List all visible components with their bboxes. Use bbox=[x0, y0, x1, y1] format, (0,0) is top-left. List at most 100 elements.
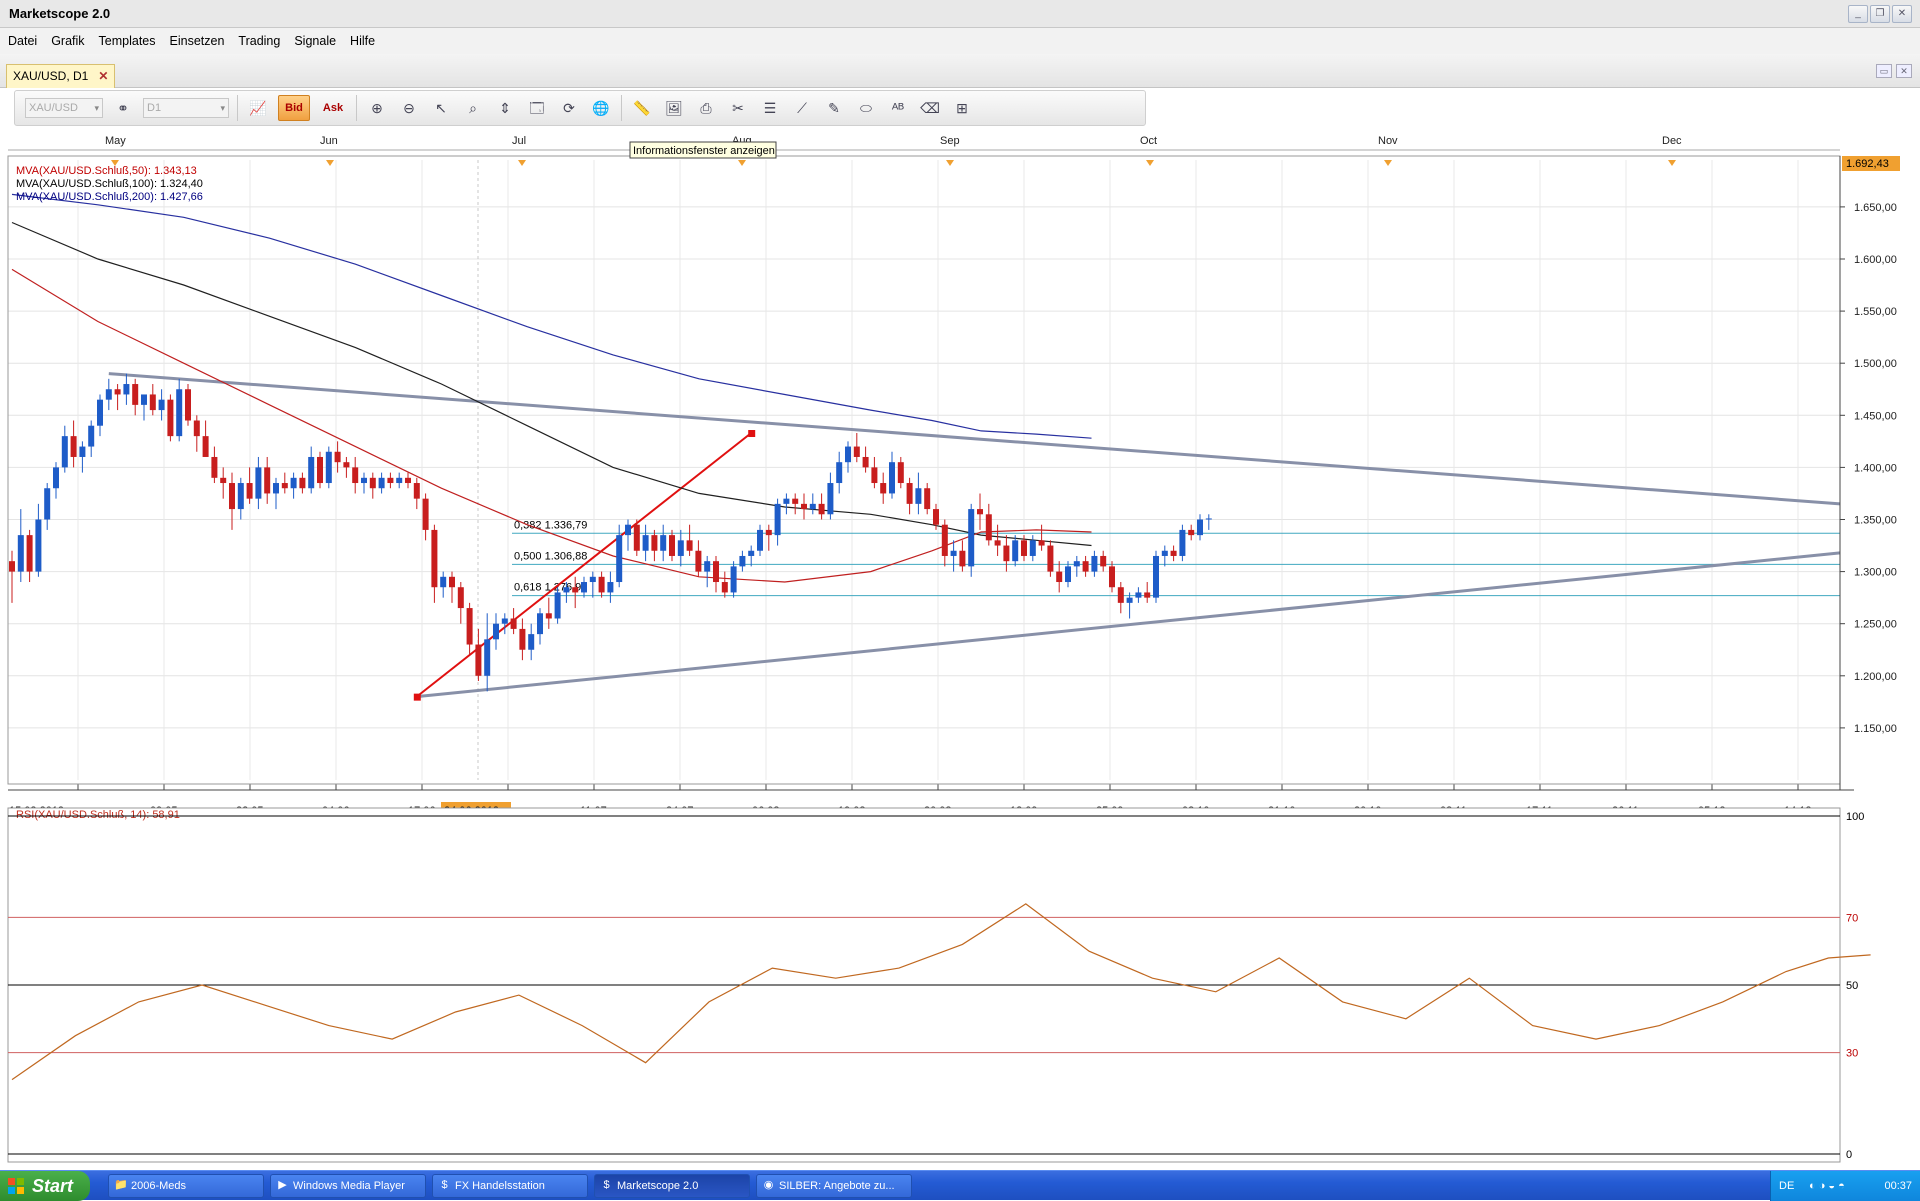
candle-body bbox=[818, 503, 825, 515]
candle-body bbox=[1003, 545, 1010, 562]
candle-body bbox=[97, 399, 103, 426]
fibonacci-swing-line[interactable] bbox=[416, 432, 752, 698]
cursor-icon[interactable]: ↖ bbox=[435, 100, 447, 116]
task-marketscope[interactable]: $ Marketscope 2.0 bbox=[594, 1174, 750, 1198]
ellipse-icon[interactable]: ⬭ bbox=[860, 100, 872, 116]
candle-body bbox=[994, 540, 1001, 546]
magnifier-icon[interactable]: ⌕ bbox=[469, 100, 477, 116]
candle-body bbox=[396, 477, 403, 484]
ask-button[interactable]: Ask bbox=[322, 102, 344, 114]
globe-icon[interactable]: 🌐 bbox=[592, 100, 610, 116]
candle-body bbox=[1205, 518, 1212, 520]
candle-body bbox=[783, 498, 790, 504]
system-tray: DE ◐ ◑ ◒ ◓ 00:37 bbox=[1770, 1171, 1920, 1201]
task-meds[interactable]: 📁 2006-Meds bbox=[108, 1174, 264, 1198]
candle-body bbox=[941, 524, 948, 556]
y-tick-label: 1.300,00 bbox=[1854, 567, 1897, 579]
candle-body bbox=[915, 488, 922, 504]
task-fx-handelsstation[interactable]: $ FX Handelsstation bbox=[432, 1174, 588, 1198]
pen-icon[interactable]: ✎ bbox=[828, 100, 840, 116]
print-icon[interactable]: ⎙ bbox=[700, 100, 712, 116]
candle-body bbox=[845, 446, 851, 463]
candle-body bbox=[105, 389, 112, 400]
image-icon[interactable]: 🖼 bbox=[665, 100, 683, 116]
chart-svg[interactable]: 0,382 1.336,790,500 1.306,880,618 1.276,… bbox=[0, 130, 1920, 1170]
menu-templates[interactable]: Templates bbox=[98, 34, 156, 48]
ruler-icon[interactable]: 📏 bbox=[633, 100, 651, 116]
candle-body bbox=[185, 389, 191, 421]
candle-body bbox=[537, 613, 543, 635]
candle-body bbox=[281, 483, 288, 489]
candle-body bbox=[1197, 519, 1203, 536]
zoom-in-icon[interactable]: ⊕ bbox=[371, 100, 383, 116]
candle-body bbox=[1065, 566, 1071, 583]
start-button[interactable]: Start bbox=[0, 1171, 90, 1201]
swing-handle[interactable] bbox=[748, 430, 756, 438]
bid-button[interactable]: Bid bbox=[278, 95, 310, 121]
menu-trading[interactable]: Trading bbox=[238, 34, 281, 48]
language-indicator[interactable]: DE bbox=[1779, 1180, 1795, 1192]
candle-body bbox=[633, 524, 640, 551]
clock: 00:37 bbox=[1884, 1180, 1912, 1192]
task-chrome[interactable]: ◉ SILBER: Angebote zu... bbox=[756, 1174, 912, 1198]
rsi-level-label: 30 bbox=[1846, 1048, 1858, 1060]
inner-close-button[interactable]: ✕ bbox=[1896, 64, 1912, 78]
timeframe-select[interactable]: D1 bbox=[143, 98, 229, 118]
swing-handle[interactable] bbox=[413, 693, 421, 701]
candle-body bbox=[1047, 545, 1054, 572]
lines-icon[interactable]: ☰ bbox=[763, 100, 777, 116]
task-label: Windows Media Player bbox=[293, 1180, 405, 1192]
refresh-icon[interactable]: ⟳ bbox=[563, 100, 575, 116]
candle-body bbox=[149, 394, 156, 411]
link-icon[interactable]: ⚭ bbox=[117, 100, 129, 116]
chart-area[interactable]: 0,382 1.336,79 0,500 1.306,88 0,618 1.276,… bbox=[0, 130, 1920, 1170]
candle-body bbox=[299, 477, 306, 489]
month-label: May bbox=[105, 135, 126, 147]
y-tick-label: 1.150,00 bbox=[1854, 723, 1897, 735]
close-button[interactable]: ✕ bbox=[1892, 5, 1912, 23]
menu-datei[interactable]: Datei bbox=[8, 34, 38, 48]
fit-icon[interactable]: ⇕ bbox=[499, 100, 511, 116]
support-trendline[interactable] bbox=[416, 551, 1841, 699]
task-media-player[interactable]: ▶ Windows Media Player bbox=[270, 1174, 426, 1198]
fan-icon[interactable]: ⟋ bbox=[797, 100, 807, 116]
candle-body bbox=[889, 462, 895, 494]
menu-signale[interactable]: Signale bbox=[294, 34, 337, 48]
month-marker bbox=[738, 160, 746, 166]
candle-body bbox=[985, 514, 992, 541]
menu-hilfe[interactable]: Hilfe bbox=[350, 34, 376, 48]
tab-row: XAU/USD, D1 ✕ ▭ ✕ bbox=[0, 54, 1920, 88]
close-tab-icon[interactable]: ✕ bbox=[98, 69, 109, 83]
marketscope-icon: $ bbox=[603, 1179, 610, 1191]
month-label: Nov bbox=[1378, 135, 1398, 147]
inner-minimize-button[interactable]: ▭ bbox=[1876, 64, 1892, 78]
text-icon[interactable]: ᴬᴮ bbox=[891, 100, 905, 116]
candle-body bbox=[554, 592, 561, 619]
chart-tab[interactable]: XAU/USD, D1 ✕ bbox=[6, 64, 116, 88]
menu-grafik[interactable]: Grafik bbox=[51, 34, 85, 48]
month-label: Oct bbox=[1140, 135, 1157, 147]
month-marker bbox=[1668, 160, 1676, 166]
hierarchy-icon[interactable]: ⊞ bbox=[956, 100, 968, 116]
candle-body bbox=[853, 446, 860, 457]
candle-body bbox=[501, 618, 508, 624]
resistance-trendline[interactable] bbox=[108, 372, 1841, 506]
tooltip-text: Informationsfenster anzeigen bbox=[633, 145, 775, 157]
candle-body bbox=[378, 477, 385, 489]
rsi-level-label: 70 bbox=[1846, 912, 1858, 924]
zoom-out-icon[interactable]: ⊖ bbox=[403, 100, 415, 116]
eraser-icon[interactable]: ⌫ bbox=[920, 100, 940, 116]
toolbar-separator bbox=[237, 95, 238, 121]
month-marker bbox=[1384, 160, 1392, 166]
candle-body bbox=[352, 467, 359, 484]
candle-body bbox=[237, 483, 244, 510]
instrument-select[interactable]: XAU/USD bbox=[25, 98, 103, 118]
minimize-button[interactable]: _ bbox=[1848, 5, 1868, 23]
tools-icon[interactable]: ✂ bbox=[732, 100, 744, 116]
menu-einsetzen[interactable]: Einsetzen bbox=[169, 34, 225, 48]
chart-type-icon[interactable]: 📈 bbox=[249, 100, 267, 116]
candle-body bbox=[343, 462, 350, 468]
ma-legend-item: MVA(XAU/USD.Schluß,100): 1.324,40 bbox=[16, 178, 203, 190]
info-window-icon[interactable]: 🗔 bbox=[529, 100, 545, 116]
restore-button[interactable]: ❐ bbox=[1870, 5, 1890, 23]
